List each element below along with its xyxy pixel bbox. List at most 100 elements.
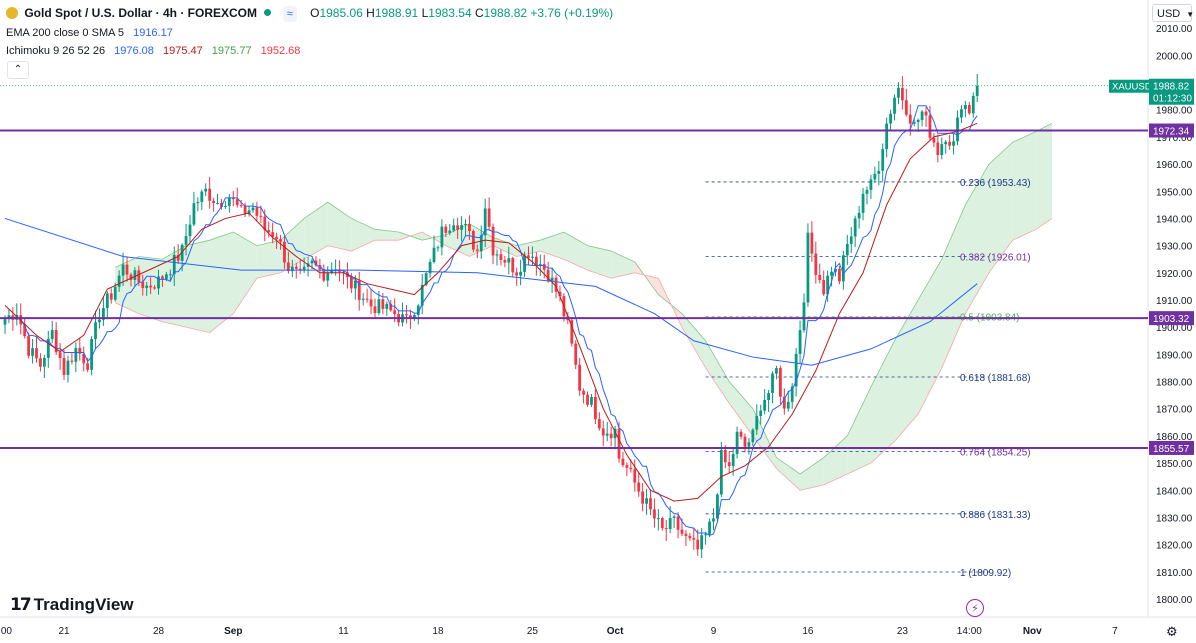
candle-body: [420, 284, 424, 306]
compare-badge[interactable]: ≈: [282, 6, 297, 22]
y-tick-label: 1960.00: [1156, 160, 1193, 171]
lightning-icon[interactable]: ⚡: [966, 599, 984, 617]
candle-body: [767, 392, 770, 400]
candle-body: [121, 264, 125, 276]
candle-body: [660, 518, 664, 529]
candle-body: [668, 517, 672, 530]
gold-coin-icon: [6, 7, 18, 19]
candle-body: [263, 216, 267, 231]
candle-body: [897, 87, 900, 98]
candle-body: [495, 254, 499, 256]
y-tick-label: 1800.00: [1156, 595, 1193, 606]
candle-body: [105, 293, 109, 309]
candle-body: [629, 467, 633, 470]
candle-body: [259, 215, 263, 217]
candle-body: [82, 353, 86, 364]
logo-glyph: 17: [10, 595, 32, 615]
candle-body: [515, 272, 519, 276]
cloud-segment: [918, 259, 942, 415]
cloud-segment: [563, 232, 588, 271]
candle-body: [967, 105, 971, 114]
candle-body: [294, 266, 298, 269]
candle-body: [865, 189, 869, 194]
cloud-segment: [1012, 131, 1037, 241]
candle-body: [794, 353, 798, 387]
x-tick-label: 14:00: [957, 626, 982, 637]
kijun-line: [4, 122, 978, 502]
candle-body: [731, 453, 735, 467]
ema-indicator-legend[interactable]: EMA 200 close 0 SMA 5 1916.17: [6, 26, 179, 40]
candle-body: [330, 269, 334, 273]
candle-body: [153, 287, 156, 289]
candle-body: [381, 299, 385, 309]
cloud-segment: [304, 202, 328, 260]
candle-body: [948, 141, 952, 146]
candle-body: [200, 191, 204, 202]
candle-body: [361, 298, 365, 300]
ichimoku-indicator-legend[interactable]: Ichimoku 9 26 52 26 1976.08 1975.47 1975…: [6, 44, 306, 58]
candle-body: [373, 306, 377, 314]
fib-level-label: 0.886 (1831.33): [960, 510, 1031, 521]
candle-body: [172, 254, 176, 275]
candle-body: [157, 276, 160, 289]
countdown-label: 01:12:30: [1153, 94, 1192, 105]
candle-body: [601, 428, 605, 436]
candle-body: [574, 343, 578, 365]
candle-body: [145, 285, 149, 289]
candle-body: [609, 433, 613, 439]
candle-body: [436, 247, 440, 249]
y-tick-label: 1910.00: [1156, 296, 1193, 307]
candle-body: [594, 397, 597, 420]
x-tick-label: 23: [897, 626, 909, 637]
candle-body: [235, 199, 239, 206]
candle-body: [885, 123, 889, 150]
candle-body: [814, 253, 818, 275]
ema-value: 1916.17: [133, 27, 173, 39]
x-tick-label: 7: [1112, 626, 1118, 637]
candle-body: [751, 429, 755, 443]
candle-body: [109, 293, 113, 300]
y-tick-label: 1830.00: [1156, 513, 1193, 524]
y-tick-label: 1820.00: [1156, 541, 1193, 552]
candle-body: [653, 509, 656, 519]
candle-body: [759, 410, 763, 416]
currency-selector[interactable]: USD ▼: [1152, 4, 1194, 22]
candle-body: [692, 538, 696, 540]
settings-gear-icon[interactable]: ⚙: [1166, 624, 1178, 639]
candle-body: [830, 271, 833, 276]
candle-body: [889, 113, 892, 124]
y-tick-label: 1930.00: [1156, 242, 1193, 253]
candle-body: [531, 256, 534, 258]
low-value: 1983.54: [428, 6, 472, 20]
candle-body: [861, 193, 865, 213]
tradingview-logo[interactable]: 17 TradingView: [10, 595, 134, 615]
open-value: 1985.06: [319, 6, 363, 20]
candle-body: [503, 259, 507, 263]
cloud-segment: [162, 245, 187, 328]
candle-body: [952, 141, 955, 146]
symbol-tag-label: XAUUSD: [1112, 82, 1152, 93]
last-price-label: 1988.82: [1153, 82, 1190, 93]
symbol-title[interactable]: Gold Spot / U.S. Dollar · 4h · FOREXCOM: [24, 6, 258, 20]
candle-body: [113, 286, 117, 300]
chevron-up-icon[interactable]: ⌃: [7, 61, 29, 79]
candle-body: [302, 266, 306, 271]
cloud-segment: [256, 240, 281, 279]
candle-body: [275, 236, 278, 240]
candle-body: [527, 255, 530, 258]
candle-body: [546, 269, 550, 281]
candle-body: [704, 534, 708, 536]
candle-body: [633, 469, 637, 483]
ichimoku-label: Ichimoku 9 26 52 26: [6, 45, 106, 57]
cloud-segment: [941, 204, 966, 368]
cloud-segment: [280, 218, 305, 273]
candle-body: [168, 274, 172, 276]
candle-body: [196, 201, 200, 204]
candle-body: [912, 122, 916, 124]
candle-body: [283, 241, 286, 263]
cloud-segment: [776, 457, 801, 491]
candle-body: [845, 244, 849, 256]
y-tick-label: 1890.00: [1156, 350, 1193, 361]
ema-200-line: [4, 217, 978, 366]
